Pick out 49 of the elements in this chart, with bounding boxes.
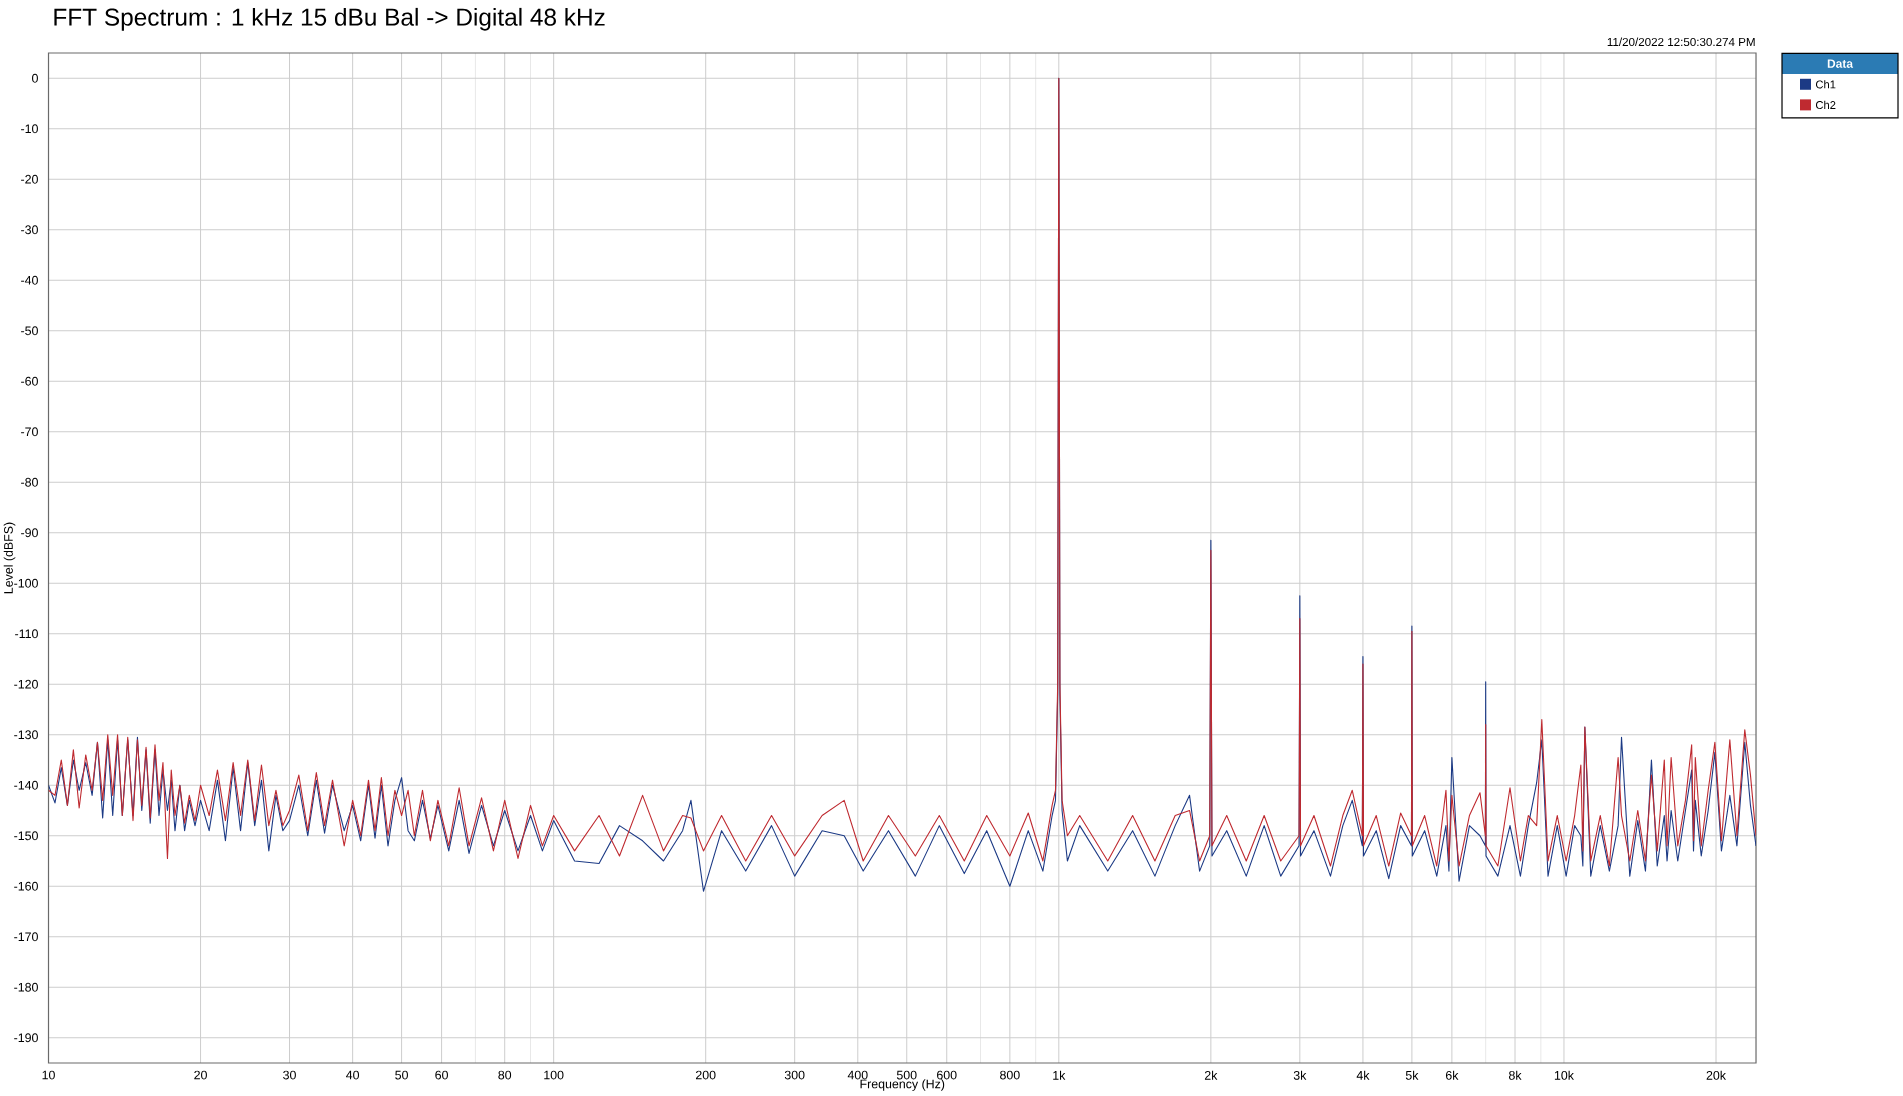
- y-tick-label: -60: [21, 376, 38, 386]
- x-tick-label: 10: [42, 1070, 55, 1080]
- x-tick-label: 40: [346, 1070, 360, 1080]
- x-tick-label: 100: [544, 1070, 564, 1080]
- y-tick-label: -160: [14, 881, 38, 891]
- x-tick-label: 1k: [1053, 1070, 1066, 1080]
- x-tick-label: 600: [937, 1070, 957, 1080]
- legend-label: Ch1: [1815, 80, 1836, 89]
- legend-label: Ch2: [1815, 100, 1836, 109]
- y-tick-label: -100: [14, 578, 38, 588]
- x-tick-label: 300: [784, 1070, 805, 1080]
- x-tick-label: 20: [194, 1070, 207, 1080]
- x-tick-label: 8k: [1508, 1070, 1522, 1080]
- x-tick-label: 200: [695, 1070, 716, 1080]
- x-tick-label: 2k: [1204, 1070, 1218, 1080]
- x-tick-label: 20k: [1706, 1070, 1727, 1080]
- y-tick-label: -110: [15, 629, 38, 639]
- x-tick-label: 60: [435, 1070, 448, 1080]
- chart-title: FFT Spectrum : 1 kHz 15 dBu Bal -> Digital 48 kHz: [54, 7, 605, 31]
- y-tick-label: -120: [14, 679, 38, 689]
- y-tick-label: -70: [21, 427, 38, 437]
- x-tick-label: 30: [283, 1070, 296, 1080]
- x-tick-label: 3k: [1293, 1070, 1307, 1080]
- x-tick-label: 400: [847, 1070, 868, 1080]
- x-tick-label: 80: [498, 1070, 512, 1080]
- y-tick-label: -170: [14, 932, 38, 942]
- y-tick-label: 0: [32, 73, 38, 83]
- y-tick-label: -140: [14, 780, 38, 790]
- x-tick-label: 10k: [1554, 1070, 1574, 1080]
- text: 11/20/2022 12:50:30.274 PM: [1607, 37, 1755, 47]
- y-tick-label: -40: [21, 275, 38, 285]
- x-tick-label: 5k: [1405, 1070, 1419, 1080]
- x-tick-label: 4k: [1356, 1070, 1370, 1080]
- y-tick-label: -10: [21, 124, 38, 134]
- y-tick-label: -80: [21, 477, 38, 487]
- x-tick-label: 50: [395, 1070, 408, 1080]
- legend-title: Data: [1827, 59, 1854, 68]
- y-tick-label: -90: [21, 528, 38, 538]
- x-tick-label: 500: [896, 1070, 917, 1080]
- y-tick-label: -180: [14, 982, 38, 992]
- y-tick-label: -30: [21, 225, 38, 235]
- y-tick-label: -50: [21, 326, 38, 336]
- x-tick-label: 6k: [1445, 1070, 1459, 1080]
- y-tick-label: -190: [14, 1033, 38, 1043]
- y-tick-label: -20: [21, 174, 38, 184]
- x-tick-label: 800: [1000, 1070, 1020, 1080]
- x-axis-title: Frequency (Hz): [860, 1079, 945, 1091]
- y-tick-label: -130: [14, 730, 38, 740]
- y-tick-label: -150: [14, 831, 38, 841]
